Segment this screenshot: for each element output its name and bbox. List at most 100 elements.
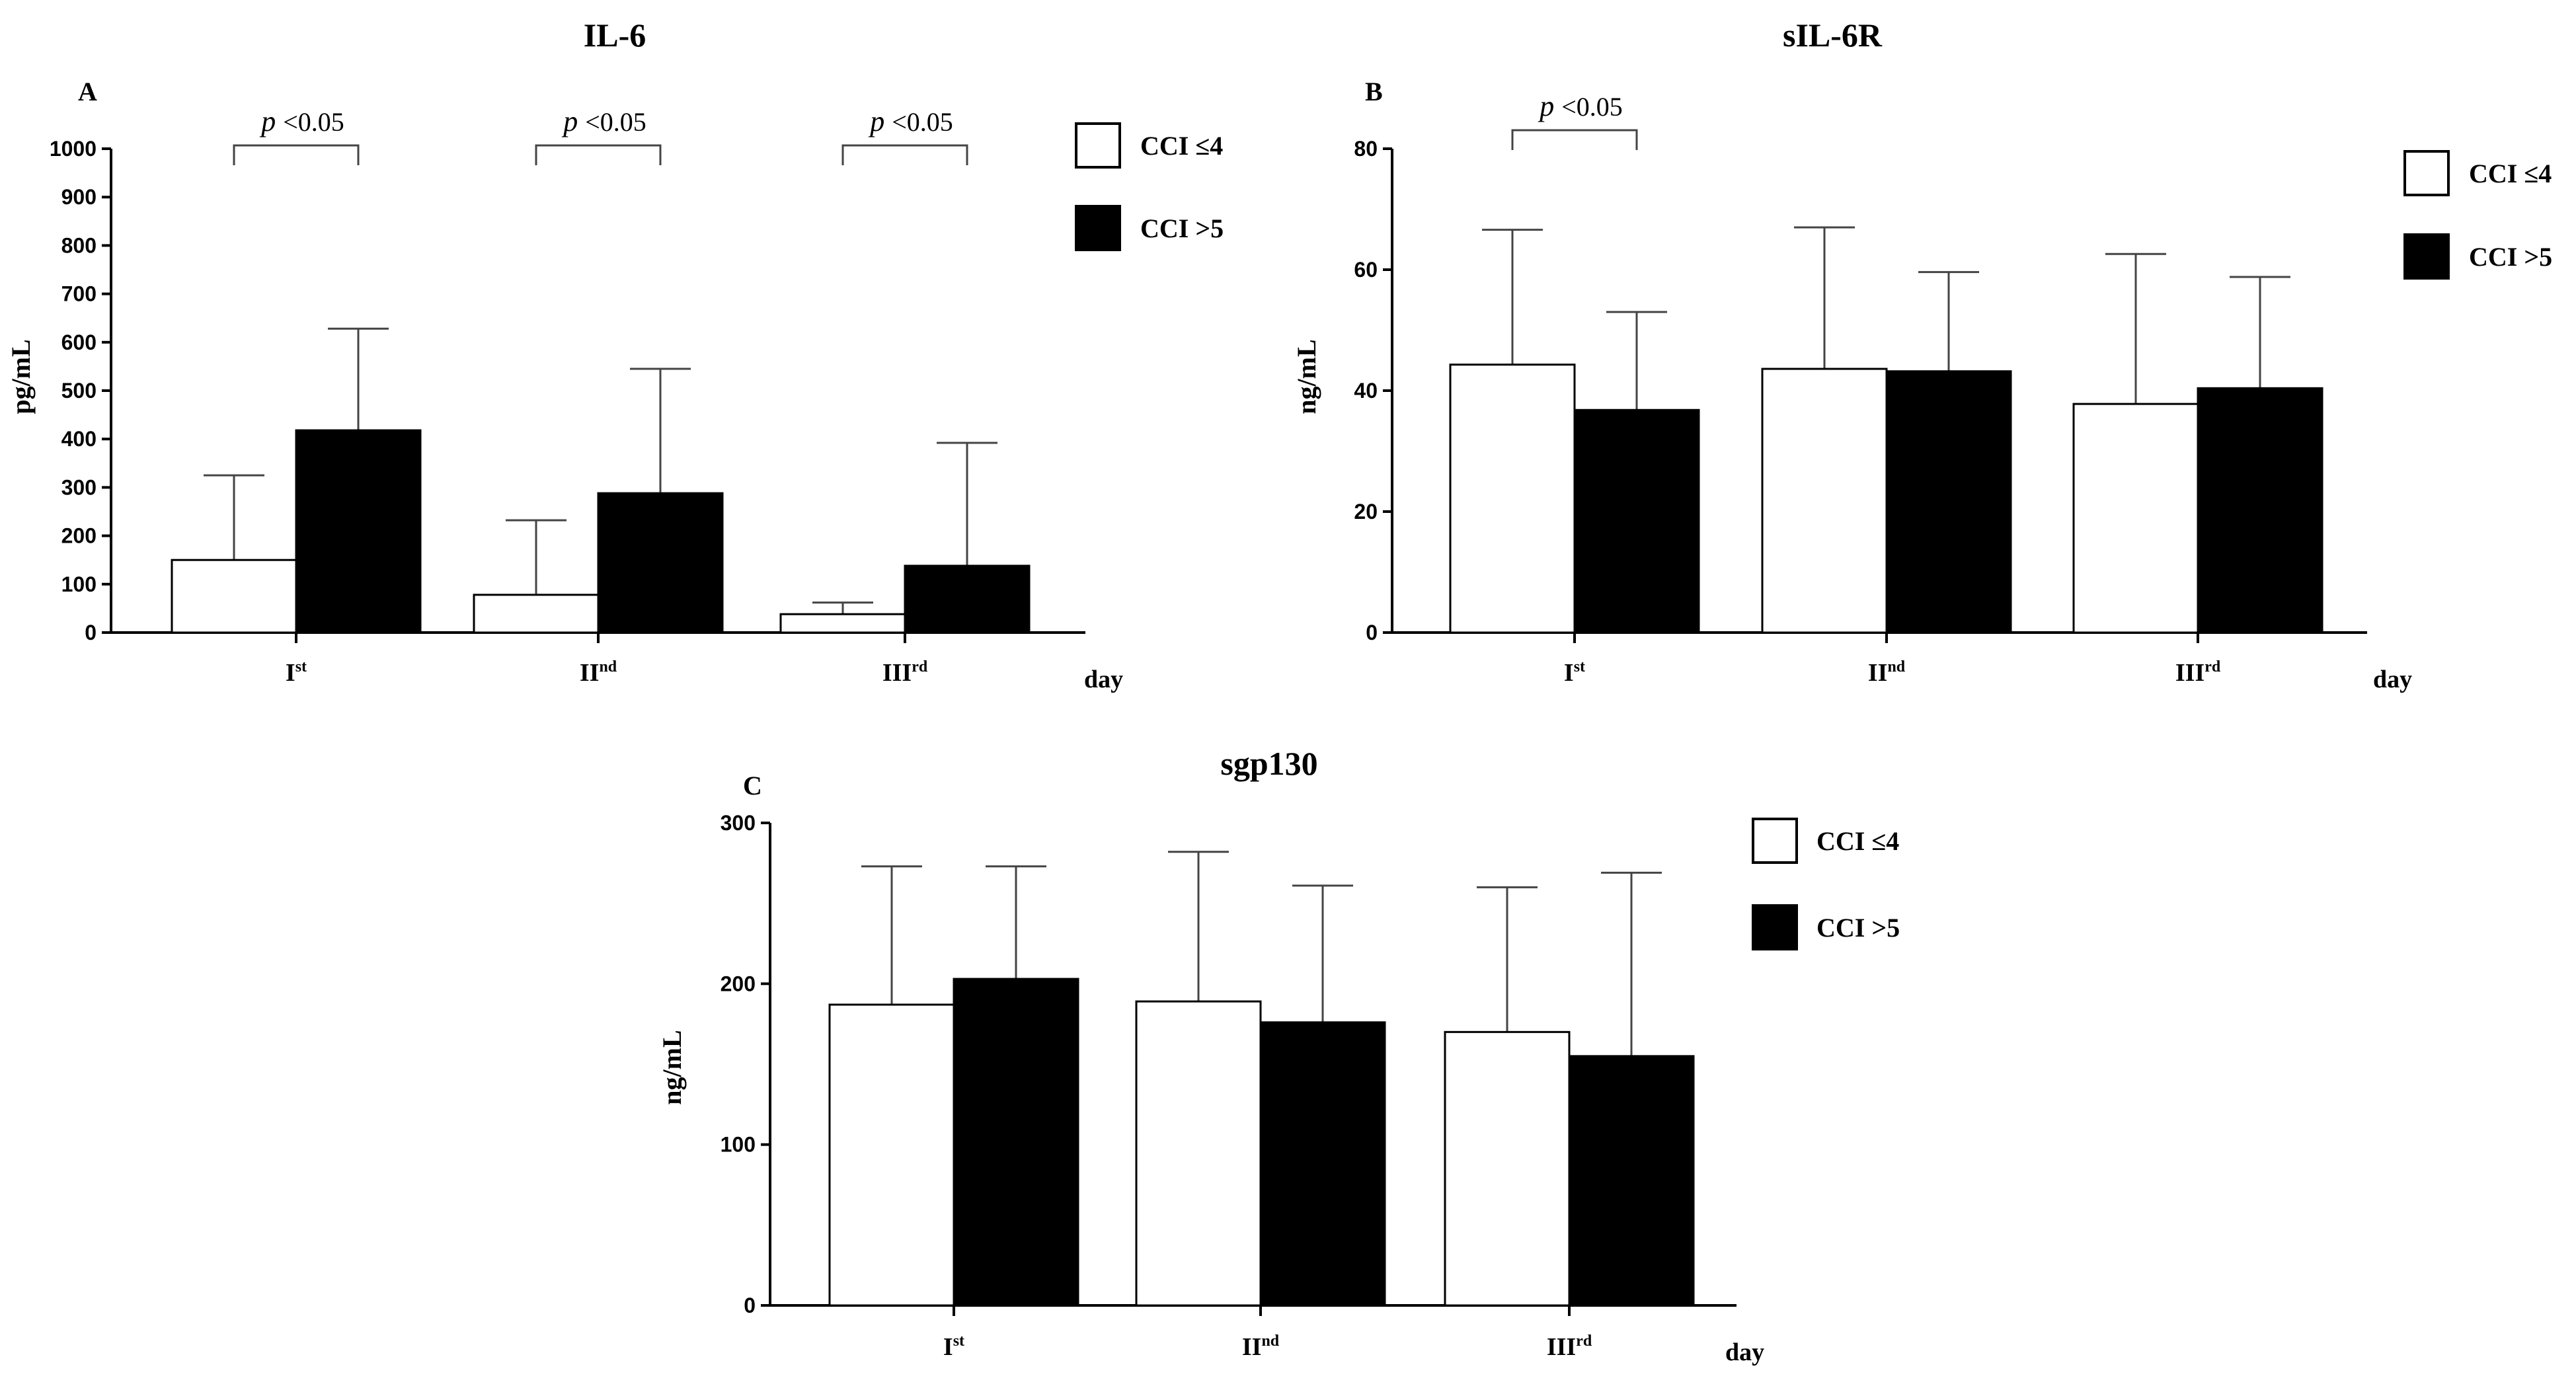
p-symbol: p <box>1538 90 1561 122</box>
legend-swatch <box>2403 150 2450 196</box>
bar-cci-le4 <box>1761 367 1888 634</box>
x-tick-sup: nd <box>599 658 617 676</box>
bar-cci-le4 <box>1135 1000 1262 1307</box>
bar-cci-le4 <box>171 559 297 634</box>
x-tick-sup: st <box>1574 658 1585 676</box>
panel-a: IL-6 Apg/mL 0 100 200 300 400 500 600 700 800 900 10… <box>6 17 1224 693</box>
y-tick-label: 200 <box>721 972 756 995</box>
legend-label: CCI ≤4 <box>2469 159 2552 188</box>
y-axis-label: ng/mL <box>1292 339 1321 414</box>
legend-label: CCI >5 <box>2469 242 2552 272</box>
x-tick-label: IIIrd <box>2175 658 2221 687</box>
legend-swatch <box>1752 904 1798 950</box>
y-tick-label: 80 <box>1354 137 1378 161</box>
x-tick-main: III <box>2175 659 2205 687</box>
x-tick-main: III <box>1547 1333 1576 1361</box>
x-tick-sup: nd <box>1261 1333 1279 1350</box>
x-tick-label: IInd <box>580 658 617 687</box>
x-axis-label: day <box>2373 666 2412 693</box>
x-tick-main: III <box>882 659 912 687</box>
p-symbol: p <box>259 105 283 137</box>
bar-cci-le4 <box>828 1003 955 1307</box>
bar-cci-le4 <box>1449 364 1576 634</box>
x-tick-label: Ist <box>943 1333 964 1361</box>
legend-swatch <box>2403 233 2450 280</box>
y-tick-label: 600 <box>61 330 97 354</box>
significance-bracket <box>841 144 968 165</box>
legend-label: CCI >5 <box>1140 213 1224 243</box>
y-axis-label: pg/mL <box>6 339 36 414</box>
x-tick-main: I <box>943 1333 953 1361</box>
significance-label: p <0.05 <box>868 105 953 137</box>
x-tick-label: Ist <box>286 658 307 687</box>
bar-cci-gt5 <box>295 429 422 634</box>
x-tick-sup: nd <box>1887 658 1905 676</box>
p-symbol: p <box>561 105 585 137</box>
y-tick-label: 0 <box>1366 621 1378 644</box>
p-value: <0.05 <box>283 107 344 137</box>
x-tick-sup: rd <box>912 658 928 676</box>
p-value: <0.05 <box>892 107 953 137</box>
bar-cci-gt5 <box>1573 408 1700 634</box>
y-tick-label: 300 <box>61 475 97 499</box>
x-tick-label: IIIrd <box>882 658 928 687</box>
significance-bracket <box>233 144 360 165</box>
y-tick-label: 700 <box>61 282 97 306</box>
legend-swatch <box>1075 122 1121 169</box>
y-axis-label: ng/mL <box>657 1030 687 1104</box>
bar-cci-le4 <box>2072 403 2199 634</box>
significance-bracket <box>535 144 662 165</box>
legend-label: CCI ≤4 <box>1816 826 1899 856</box>
panel-letter: B <box>1365 77 1383 106</box>
x-axis-label: day <box>1725 1338 1764 1366</box>
y-tick-label: 0 <box>85 621 97 644</box>
panel-letter: A <box>78 77 97 106</box>
x-tick-label: IIIrd <box>1547 1333 1592 1361</box>
p-value: <0.05 <box>585 107 646 137</box>
y-tick-label: 40 <box>1354 379 1378 403</box>
bar-cci-le4 <box>779 613 906 634</box>
bar-cci-gt5 <box>1568 1055 1695 1307</box>
significance-label: p <0.05 <box>259 105 344 137</box>
y-tick-label: 900 <box>61 185 97 209</box>
chart-title: sIL-6R <box>1783 17 1883 54</box>
x-tick-main: I <box>286 659 295 687</box>
y-tick-label: 200 <box>61 524 97 548</box>
x-tick-sup: rd <box>2205 658 2221 676</box>
x-tick-main: II <box>1868 659 1888 687</box>
x-tick-label: IInd <box>1242 1333 1280 1361</box>
significance-label: p <0.05 <box>561 105 646 137</box>
y-tick-label: 1000 <box>50 137 97 161</box>
p-symbol: p <box>868 105 892 137</box>
bar-cci-gt5 <box>1885 370 2012 634</box>
bar-cci-gt5 <box>1259 1021 1386 1307</box>
significance-label: p <0.05 <box>1538 90 1623 122</box>
legend-swatch <box>1075 205 1121 251</box>
x-tick-sup: st <box>295 658 307 676</box>
bar-cci-gt5 <box>597 492 724 634</box>
panel-letter: C <box>743 771 762 800</box>
chart-title: IL-6 <box>584 17 646 54</box>
x-tick-sup: rd <box>1576 1333 1592 1350</box>
chart-title: sgp130 <box>1220 745 1317 782</box>
significance-bracket <box>1511 129 1638 150</box>
y-tick-label: 500 <box>61 379 97 403</box>
y-tick-label: 100 <box>721 1133 756 1157</box>
x-tick-sup: st <box>953 1333 964 1350</box>
x-tick-label: Ist <box>1564 658 1585 687</box>
y-tick-label: 400 <box>61 427 97 451</box>
bar-cci-gt5 <box>904 564 1031 634</box>
bar-cci-gt5 <box>953 978 1079 1307</box>
y-tick-label: 60 <box>1354 258 1378 282</box>
legend-label: CCI ≤4 <box>1140 131 1223 161</box>
legend-swatch <box>1752 818 1798 864</box>
bar-cci-le4 <box>473 594 600 634</box>
x-axis-label: day <box>1084 666 1123 693</box>
legend-label: CCI >5 <box>1816 913 1900 943</box>
x-tick-label: IInd <box>1868 658 1906 687</box>
x-tick-main: I <box>1564 659 1574 687</box>
bar-cci-le4 <box>1444 1030 1571 1307</box>
y-tick-label: 300 <box>721 811 756 835</box>
